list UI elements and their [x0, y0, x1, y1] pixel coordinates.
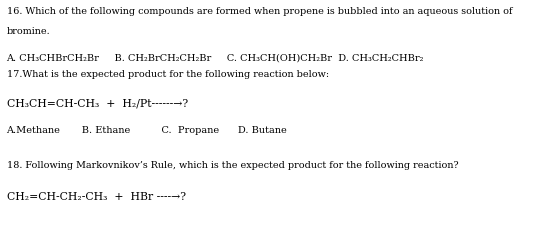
Text: A.Methane       B. Ethane          C.  Propane      D. Butane: A.Methane B. Ethane C. Propane D. Butane	[7, 126, 287, 135]
Text: CH₃CH=CH-CH₃  +  H₂/Pt------→?: CH₃CH=CH-CH₃ + H₂/Pt------→?	[7, 99, 188, 109]
Text: bromine.: bromine.	[7, 27, 50, 36]
Text: A. CH₃CHBrCH₂Br     B. CH₂BrCH₂CH₂Br     C. CH₃CH(OH)CH₂Br  D. CH₃CH₂CHBr₂: A. CH₃CHBrCH₂Br B. CH₂BrCH₂CH₂Br C. CH₃C…	[7, 54, 424, 63]
Text: CH₂=CH-CH₂-CH₃  +  HBr ----→?: CH₂=CH-CH₂-CH₃ + HBr ----→?	[7, 192, 186, 202]
Text: 18. Following Markovnikov’s Rule, which is the expected product for the followin: 18. Following Markovnikov’s Rule, which …	[7, 161, 458, 170]
Text: 17.What is the expected product for the following reaction below:: 17.What is the expected product for the …	[7, 70, 329, 79]
Text: 16. Which of the following compounds are formed when propene is bubbled into an : 16. Which of the following compounds are…	[7, 7, 512, 16]
